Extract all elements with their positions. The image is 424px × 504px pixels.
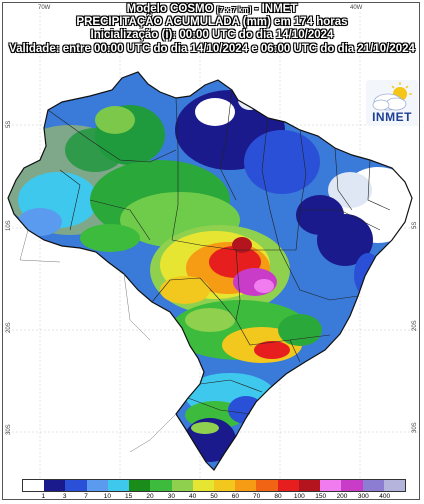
model-name: Modelo COSMO [126, 3, 214, 15]
precip-field [8, 72, 412, 470]
legend-level-label: 150 [315, 493, 327, 500]
state-borders [47, 89, 391, 415]
legend-level-label: 3 [62, 493, 67, 500]
tick-lat-right-1: 5S [412, 222, 418, 229]
model-resolution: [7 x 7 km] [216, 5, 252, 14]
legend-swatch [341, 480, 363, 491]
legend-swatch [65, 480, 87, 491]
title-model-line: Modelo COSMO [7 x 7 km] - INMET [0, 3, 424, 16]
tick-lat-right-2: 20S [412, 320, 418, 331]
legend-swatch [256, 480, 278, 491]
legend-level-label: 60 [231, 493, 239, 500]
legend-swatch [362, 480, 384, 491]
legend-level-label: 50 [210, 493, 218, 500]
legend-swatch [150, 480, 172, 491]
legend-level-label: 80 [274, 493, 282, 500]
legend-level-label: 400 [379, 493, 391, 500]
tick-lat-5s: 5S [6, 121, 12, 128]
legend-level-label: 70 [253, 493, 261, 500]
legend-swatch [86, 480, 108, 491]
legend-level-label: 30 [167, 493, 175, 500]
legend-level-label: 15 [125, 493, 133, 500]
tick-lat-right-3: 30S [412, 422, 418, 433]
title-init: Inicialização (i): 00:00 UTC do dia 14/1… [90, 29, 334, 42]
legend-swatch [129, 480, 151, 491]
legend-swatch [171, 480, 193, 491]
legend-level-label: 100 [293, 493, 305, 500]
neighbor-borders [19, 229, 177, 453]
legend-level-label: 300 [357, 493, 369, 500]
tick-lat-20s: 20S [6, 322, 12, 333]
legend-labels: 1 3 7 10 15 20 30 40 50 60 70 80 100 150 200 300 400 [22, 493, 406, 502]
tick-lat-10s: 10S [6, 220, 12, 231]
legend-swatch [298, 480, 321, 491]
legend-level-label: 20 [146, 493, 154, 500]
legend-swatch [23, 480, 45, 491]
legend-level-label: 10 [103, 493, 111, 500]
legend-level-label: 200 [336, 493, 348, 500]
logo-text: INMET [372, 110, 412, 124]
sun-cloud-icon [372, 82, 412, 111]
legend-swatch [277, 480, 299, 491]
legend-level-label: 7 [84, 493, 88, 500]
legend-swatch [383, 480, 405, 491]
tick-lon-right: 40W [350, 5, 363, 11]
title-validity: Validade: entre 00:00 UTC do dia 14/10/2… [9, 42, 415, 55]
legend-swatch [192, 480, 214, 491]
legend-level-label: 40 [189, 493, 197, 500]
legend-swatch [320, 480, 342, 491]
map-title: Modelo COSMO [7 x 7 km] - INMET PRECIPIT… [0, 3, 424, 56]
color-legend [22, 479, 406, 492]
legend-swatch [235, 480, 257, 491]
legend-swatch [44, 480, 66, 491]
legend-swatch [213, 480, 236, 491]
legend-swatch [107, 480, 130, 491]
legend-level-label: 1 [41, 493, 46, 500]
title-accumulation: PRECIPITAÇÃO ACUMULADA (mm) em 174 horas [76, 16, 348, 29]
tick-lon-left: 70W [38, 5, 51, 11]
model-org: - INMET [254, 3, 298, 15]
inmet-logo: INMET [366, 80, 418, 126]
tick-lat-30s: 30S [6, 424, 12, 435]
